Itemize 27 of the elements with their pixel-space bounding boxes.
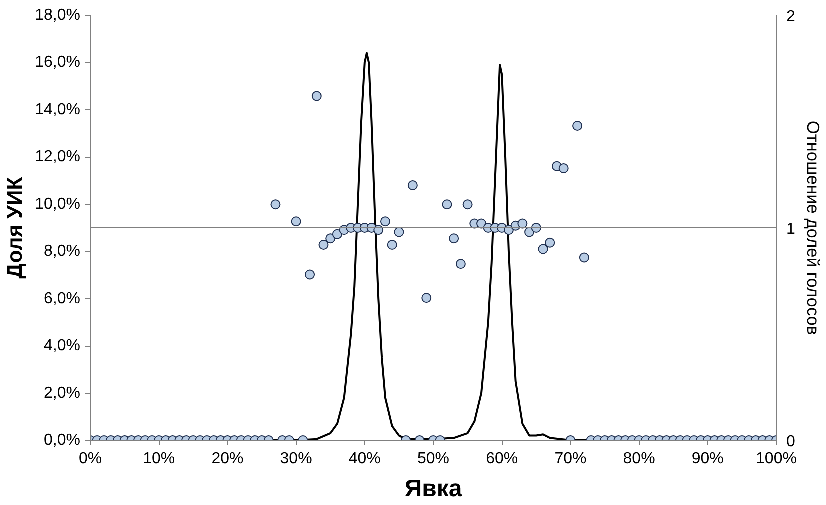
x-tick-label: 80% bbox=[623, 450, 656, 468]
y-tick-label: 0,0% bbox=[44, 432, 80, 449]
y2-tick-label: 1 bbox=[786, 221, 796, 238]
y-tick-label: 6,0% bbox=[44, 290, 80, 308]
x-tick-label: 70% bbox=[554, 450, 587, 468]
x-axis-title: Явка bbox=[404, 476, 463, 502]
y-tick-label: 2,0% bbox=[44, 384, 80, 402]
x-tick-label: 60% bbox=[486, 450, 518, 468]
x-tick-label: 90% bbox=[692, 450, 724, 468]
x-tick-label: 20% bbox=[212, 450, 244, 468]
y-tick-label: 16,0% bbox=[35, 54, 81, 72]
y-tick-label: 4,0% bbox=[44, 338, 80, 355]
y2-axis-title: Отношение долей голосов bbox=[803, 120, 824, 336]
y2-tick-label: 0 bbox=[786, 434, 796, 450]
x-tick-label: 50% bbox=[417, 450, 450, 468]
x-tick-label: 100% bbox=[756, 450, 797, 468]
y-tick-label: 14,0% bbox=[35, 101, 81, 118]
y2-tick-label: 2 bbox=[786, 8, 796, 26]
x-tick-label: 40% bbox=[348, 450, 381, 468]
x-tick-label: 0% bbox=[78, 450, 102, 468]
x-tick-label: 30% bbox=[280, 450, 312, 468]
y-tick-label: 10,0% bbox=[35, 196, 81, 213]
y-tick-label: 8,0% bbox=[44, 243, 80, 260]
y-tick-label: 18,0% bbox=[35, 7, 81, 24]
y-tick-label: 12,0% bbox=[35, 148, 81, 166]
x-tick-label: 10% bbox=[143, 450, 176, 468]
y-axis-title: Доля УИК bbox=[3, 176, 28, 279]
